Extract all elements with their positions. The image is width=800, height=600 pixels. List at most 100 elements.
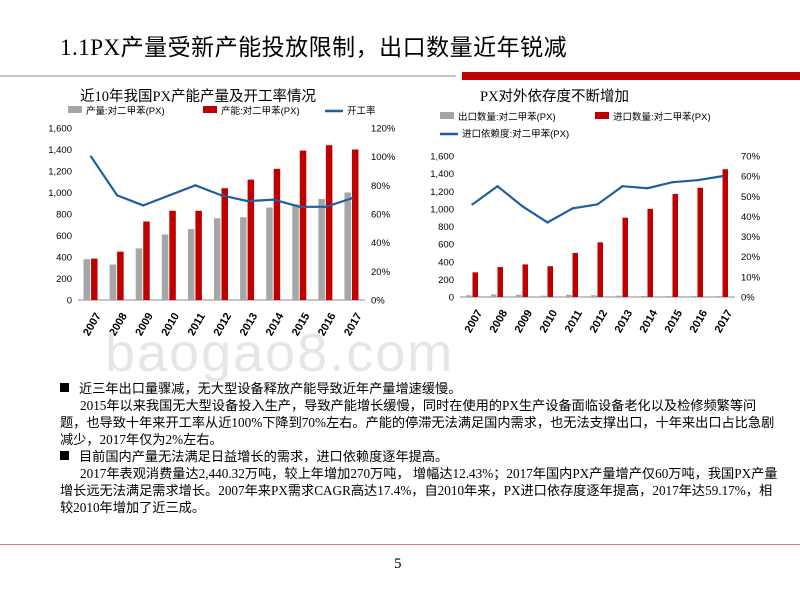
bar-red: [522, 264, 528, 297]
bar-gray: [691, 296, 697, 297]
x-tick-label: 2007: [463, 308, 486, 335]
line-point: [546, 221, 549, 224]
line-series: [471, 175, 723, 224]
x-tick-label: 2012: [588, 308, 611, 335]
bar-red: [143, 221, 150, 300]
left-tick-label: 1,600: [430, 152, 454, 163]
x-tick-label: 2014: [638, 307, 661, 335]
right-tick-label: 120%: [371, 124, 396, 135]
bar-gray: [266, 207, 273, 300]
bar-gray: [214, 218, 221, 300]
bar-gray: [516, 294, 522, 297]
right-tick-label: 0%: [741, 293, 755, 304]
legend-label: 进口数量:对二甲苯(PX): [613, 111, 711, 123]
bar-red: [169, 210, 176, 300]
bar-red: [647, 208, 653, 297]
right-tick-label: 0%: [371, 296, 385, 307]
bullet-2-heading: 目前国内产量无法满足日益增长的需求，进口依赖度逐年提高。: [60, 448, 780, 465]
line-point: [89, 155, 93, 158]
bar-gray: [566, 294, 572, 297]
line-point: [671, 180, 674, 184]
bar-red: [547, 266, 553, 297]
right-tick-label: 50%: [741, 192, 761, 203]
left-tick-label: 800: [438, 222, 454, 233]
left-tick-label: 0: [67, 296, 72, 307]
slide-title: 1.1PX产量受新产能投放限制，出口数量近年锐减: [60, 35, 568, 60]
bar-red: [247, 179, 255, 300]
legend-label: 产能:对二甲苯(PX): [221, 105, 300, 117]
bar-gray: [616, 295, 622, 297]
line-point: [646, 187, 649, 190]
bar-red: [91, 258, 98, 300]
bullet-list: 近三年出口量骤减，无大型设备释放产能导致近年产量增速缓慢。 2015年以来我国无…: [60, 380, 780, 516]
right-tick-label: 30%: [741, 232, 761, 243]
x-tick-label: 2016: [688, 308, 711, 335]
bullet-square-icon: [60, 451, 69, 460]
chart2-title: PX对外依存度不断增加: [480, 89, 630, 105]
left-tick-label: 1,200: [48, 167, 72, 178]
left-tick-label: 400: [438, 257, 454, 268]
bar-gray: [240, 217, 247, 300]
watermark: baogao8.com: [105, 323, 455, 383]
legend-label: 进口依赖度:对二甲苯(PX): [462, 128, 569, 140]
bar-gray: [135, 248, 143, 300]
x-tick-label: 2015: [663, 308, 686, 335]
bar-red: [572, 252, 578, 297]
left-tick-label: 0: [449, 293, 454, 304]
bar-gray: [318, 198, 325, 300]
legend-swatch: [68, 106, 82, 113]
line-point: [596, 203, 599, 206]
legend-swatch: [595, 112, 609, 119]
left-tick-label: 1,000: [430, 204, 454, 215]
line-point: [246, 199, 249, 203]
line-point: [298, 205, 301, 209]
bar-red: [622, 217, 628, 297]
right-tick-label: 10%: [741, 272, 761, 283]
bar-red: [299, 150, 307, 300]
bar-gray: [641, 295, 647, 297]
left-tick-label: 600: [438, 240, 454, 251]
line-point: [272, 198, 275, 201]
left-tick-label: 1,400: [48, 145, 72, 156]
left-tick-label: 800: [56, 210, 72, 221]
left-tick-label: 1,000: [48, 188, 72, 199]
line-point: [194, 184, 197, 187]
line-point: [721, 174, 724, 178]
bar-gray: [591, 295, 597, 297]
left-tick-label: 1,600: [48, 124, 72, 135]
line-point: [521, 205, 524, 208]
legend-label: 出口数量:对二甲苯(PX): [458, 111, 556, 123]
line-point: [220, 194, 223, 197]
bar-red: [497, 267, 503, 297]
legend-swatch: [440, 112, 454, 119]
line-point: [115, 194, 119, 197]
bar-gray: [161, 234, 169, 300]
left-tick-label: 200: [438, 275, 454, 286]
left-tick-label: 1,400: [430, 169, 454, 180]
bullet-2-body: 2017年表观消费量达2,440.32万吨，较上年增加270万吨， 增幅达12.…: [60, 466, 778, 515]
line-point: [350, 197, 354, 200]
right-tick-label: 20%: [741, 252, 761, 263]
bar-red: [221, 188, 228, 300]
bar-gray: [292, 204, 299, 300]
x-tick-label: 2011: [563, 308, 585, 335]
bar-gray: [541, 295, 547, 297]
legend-label: 产量:对二甲苯(PX): [86, 105, 165, 117]
x-tick-label: 2009: [513, 308, 536, 335]
line-point: [496, 185, 499, 188]
bar-gray: [666, 296, 672, 297]
bar-gray: [491, 294, 497, 297]
bullet-square-icon: [60, 383, 69, 392]
bar-gray: [344, 192, 351, 300]
right-tick-label: 70%: [741, 152, 761, 163]
right-tick-label: 100%: [371, 152, 396, 163]
right-tick-label: 80%: [371, 181, 391, 192]
line-point: [324, 205, 328, 209]
bullet-1-heading: 近三年出口量骤减，无大型设备释放产能导致近年产量增速缓慢。: [60, 380, 780, 397]
right-tick-label: 60%: [741, 172, 761, 183]
right-tick-label: 20%: [371, 267, 391, 278]
line-point: [696, 178, 699, 182]
line-point: [142, 204, 145, 207]
page-number: 5: [394, 556, 402, 572]
